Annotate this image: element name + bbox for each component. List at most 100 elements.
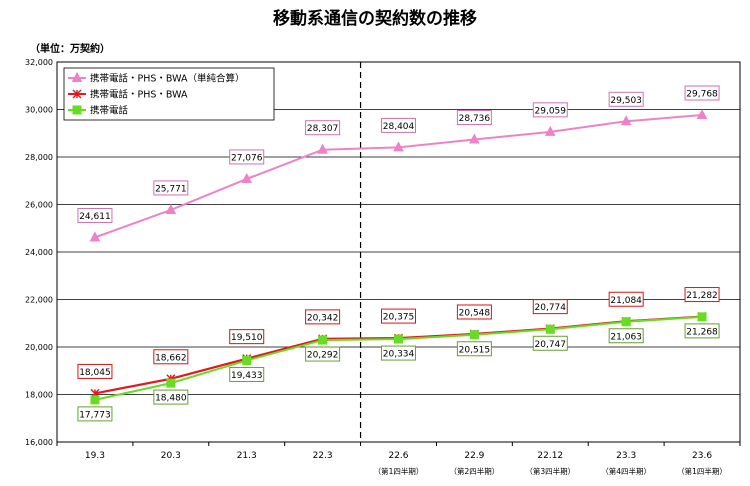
series-line bbox=[94, 114, 703, 239]
data-label: 18,480 bbox=[155, 394, 187, 404]
data-label: 21,084 bbox=[610, 296, 642, 306]
data-label: 20,334 bbox=[383, 350, 415, 360]
data-point-marker bbox=[393, 141, 404, 152]
data-label: 18,045 bbox=[79, 368, 111, 378]
data-label-box bbox=[305, 309, 341, 325]
y-tick-label: 26,000 bbox=[25, 201, 53, 210]
data-point-marker bbox=[241, 172, 253, 183]
data-label-box bbox=[456, 304, 492, 320]
data-point-marker bbox=[166, 378, 176, 388]
y-tick-label: 30,000 bbox=[25, 106, 53, 115]
data-label: 19,433 bbox=[231, 371, 263, 381]
data-label-box bbox=[153, 389, 189, 405]
data-label-box bbox=[153, 180, 189, 196]
data-point-marker bbox=[317, 143, 328, 154]
data-point-marker bbox=[90, 395, 100, 405]
x-tick-label: 22.3 bbox=[313, 451, 333, 461]
data-label: 17,773 bbox=[79, 410, 111, 420]
data-label: 27,076 bbox=[231, 153, 263, 163]
data-label-box bbox=[608, 291, 644, 307]
y-tick-label: 16,000 bbox=[25, 438, 53, 447]
data-label-box bbox=[153, 349, 189, 365]
data-label-box bbox=[608, 328, 644, 344]
x-tick-label: 22.6 bbox=[388, 451, 408, 461]
data-point-marker bbox=[544, 125, 556, 136]
data-point-marker bbox=[89, 231, 101, 242]
data-label-box bbox=[77, 207, 113, 223]
data-label: 20,342 bbox=[307, 313, 339, 323]
x-tick-sublabel: （第1四半期） bbox=[374, 466, 424, 476]
data-label: 24,611 bbox=[79, 212, 111, 222]
data-label: 20,747 bbox=[535, 340, 567, 350]
y-tick-label: 24,000 bbox=[25, 248, 53, 257]
y-tick-label: 22,000 bbox=[25, 296, 53, 305]
data-point-marker bbox=[318, 335, 328, 345]
data-label-box bbox=[684, 85, 720, 101]
data-label: 21,282 bbox=[686, 291, 718, 301]
data-label: 20,375 bbox=[383, 313, 415, 323]
data-label: 20,515 bbox=[459, 345, 491, 355]
y-tick-label: 20,000 bbox=[25, 343, 53, 352]
data-label-box bbox=[381, 308, 416, 324]
legend-box bbox=[63, 67, 275, 121]
data-label: 21,268 bbox=[686, 327, 718, 337]
data-label: 20,548 bbox=[459, 308, 491, 318]
data-label-box bbox=[229, 149, 265, 165]
data-label: 28,307 bbox=[307, 124, 339, 134]
legend-label: 携帯電話 bbox=[90, 105, 129, 117]
data-label-box bbox=[381, 117, 416, 133]
legend-label: 携帯電話・PHS・BWA（単純合算） bbox=[90, 73, 244, 85]
y-tick-label: 18,000 bbox=[25, 391, 53, 400]
data-label-box bbox=[305, 120, 341, 136]
data-label: 29,059 bbox=[535, 106, 567, 116]
plot-area: 16,000 18,000 20,000 22,000 24,000 26,000 28,0… bbox=[25, 58, 741, 476]
x-tick-label: 22.12 bbox=[537, 451, 563, 461]
data-label-box bbox=[684, 287, 720, 303]
data-label-box bbox=[381, 345, 416, 361]
data-point-marker bbox=[696, 108, 708, 120]
x-tick-label: 23.3 bbox=[616, 451, 636, 461]
data-point-marker bbox=[621, 317, 631, 327]
data-point-marker bbox=[72, 105, 82, 115]
data-label-box bbox=[77, 363, 113, 379]
data-label-box bbox=[456, 341, 492, 357]
data-point-marker bbox=[165, 203, 177, 214]
x-tick-sublabel: （第2四半期） bbox=[449, 466, 499, 476]
legend-label: 携帯電話・PHS・BWA bbox=[90, 89, 188, 101]
data-label-box bbox=[456, 110, 492, 126]
data-label-box bbox=[608, 91, 644, 107]
data-label-box bbox=[684, 323, 720, 339]
data-point-marker bbox=[469, 133, 480, 144]
data-point-marker bbox=[469, 330, 479, 340]
x-tick-label: 21.3 bbox=[237, 451, 257, 461]
data-point-marker bbox=[697, 312, 707, 322]
data-label: 20,774 bbox=[535, 303, 567, 313]
data-label-box bbox=[532, 335, 568, 351]
unit-label: （単位：万契約） bbox=[30, 42, 110, 55]
data-label: 18,662 bbox=[155, 353, 187, 363]
data-label: 29,768 bbox=[686, 90, 718, 100]
data-label: 21,063 bbox=[610, 332, 642, 342]
data-label: 20,292 bbox=[307, 351, 339, 361]
data-label: 25,771 bbox=[155, 184, 187, 194]
data-label: 19,510 bbox=[231, 333, 263, 343]
data-label-box bbox=[229, 329, 265, 345]
data-label-box bbox=[532, 299, 568, 315]
data-label-box bbox=[305, 346, 341, 362]
plot-border bbox=[56, 61, 741, 443]
data-label-box bbox=[77, 406, 113, 422]
data-point-marker bbox=[394, 334, 403, 344]
data-label-box bbox=[229, 366, 265, 382]
chart-title: 移動系通信の契約数の推移 bbox=[273, 8, 477, 29]
x-tick-sublabel: （第1四半期） bbox=[677, 466, 727, 476]
data-point-marker bbox=[545, 324, 555, 334]
x-tick-sublabel: （第4四半期） bbox=[601, 466, 651, 476]
x-tick-label: 23.6 bbox=[692, 451, 712, 461]
data-point-marker bbox=[242, 355, 252, 365]
data-label: 28,404 bbox=[383, 122, 415, 132]
data-label: 29,503 bbox=[610, 96, 642, 106]
y-tick-label: 28,000 bbox=[25, 153, 53, 162]
y-tick-label: 32,000 bbox=[25, 58, 53, 67]
